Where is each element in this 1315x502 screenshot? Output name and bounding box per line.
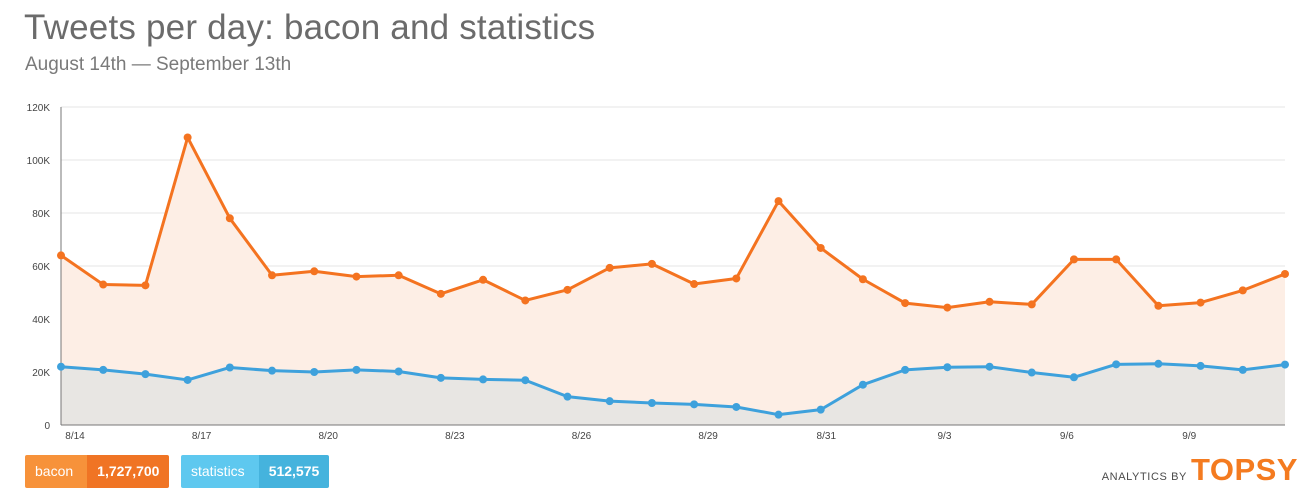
y-tick-label: 80K <box>32 209 50 220</box>
data-point-statistics <box>858 380 867 389</box>
data-point-statistics <box>943 363 952 372</box>
topsy-branding[interactable]: ANALYTICS BY TOPSY <box>1102 452 1298 488</box>
data-point-statistics <box>1196 361 1205 370</box>
data-point-statistics <box>268 366 277 375</box>
data-point-statistics <box>1154 359 1163 368</box>
legend-bacon[interactable]: bacon 1,727,700 <box>25 455 170 488</box>
x-tick-label: 8/17 <box>192 431 212 442</box>
data-point-bacon <box>563 285 572 294</box>
data-point-statistics <box>901 365 910 374</box>
data-point-bacon <box>352 272 361 281</box>
data-point-bacon <box>521 296 530 305</box>
y-tick-label: 60K <box>32 262 50 273</box>
x-tick-label: 8/23 <box>445 431 465 442</box>
data-point-bacon <box>141 281 150 290</box>
data-point-bacon <box>943 303 952 312</box>
data-point-bacon <box>183 133 192 142</box>
data-point-statistics <box>141 370 150 379</box>
data-point-statistics <box>183 375 192 384</box>
analytics-by-label: ANALYTICS BY <box>1101 471 1187 483</box>
x-tick-label: 9/6 <box>1060 431 1074 442</box>
data-point-statistics <box>1281 360 1289 369</box>
data-point-bacon <box>310 267 319 276</box>
data-point-statistics <box>1027 368 1036 377</box>
series-area-bacon <box>61 137 1285 425</box>
chart-title: Tweets per day: bacon and statistics <box>24 8 596 47</box>
data-point-statistics <box>521 376 530 385</box>
data-point-statistics <box>605 397 614 406</box>
tweets-line-chart: 0 20K 40K 60K 80K 100K 120K 8/14 8/17 8/20 8/23 8/2… <box>27 103 1289 442</box>
series-area-statistics <box>61 363 1285 425</box>
data-point-statistics <box>479 375 488 384</box>
data-point-statistics <box>310 368 319 376</box>
y-tick-label: 100K <box>27 156 51 167</box>
data-point-bacon <box>1238 286 1247 295</box>
data-point-bacon <box>901 299 910 308</box>
data-point-statistics <box>985 362 994 371</box>
data-point-bacon <box>268 271 277 280</box>
topsy-logo: TOPSY <box>1190 452 1298 487</box>
x-tick-label: 9/9 <box>1182 431 1196 442</box>
data-point-bacon <box>436 289 445 298</box>
data-point-bacon <box>774 197 783 206</box>
data-point-statistics <box>816 405 825 414</box>
data-point-statistics <box>732 402 741 411</box>
data-point-bacon <box>1112 255 1121 264</box>
data-point-bacon <box>605 263 614 272</box>
legend-statistics[interactable]: statistics 512,575 <box>181 455 330 488</box>
data-point-bacon <box>690 280 699 289</box>
data-point-bacon <box>732 274 741 283</box>
legend-bacon-label: bacon <box>25 455 88 488</box>
data-point-bacon <box>479 275 488 284</box>
data-point-statistics <box>436 373 445 382</box>
data-point-statistics <box>690 400 699 409</box>
data-point-statistics <box>1238 365 1247 374</box>
legend-statistics-total: 512,575 <box>258 455 330 488</box>
y-tick-label: 40K <box>32 315 50 326</box>
x-tick-label: 8/31 <box>817 431 837 442</box>
data-point-bacon <box>647 259 656 268</box>
data-point-bacon <box>816 243 825 252</box>
y-tick-label: 20K <box>32 368 50 379</box>
legend-statistics-label: statistics <box>181 455 259 488</box>
data-point-statistics <box>99 365 108 374</box>
data-point-bacon <box>225 214 234 223</box>
data-point-bacon <box>1069 255 1078 264</box>
data-point-bacon <box>985 297 994 306</box>
data-point-statistics <box>647 399 656 408</box>
x-tick-label: 9/3 <box>938 431 952 442</box>
chart-subtitle: August 14th — September 13th <box>25 54 292 75</box>
data-point-statistics <box>774 410 783 419</box>
data-point-bacon <box>1196 298 1205 307</box>
series-line-bacon <box>60 135 1286 310</box>
x-tick-label: 8/29 <box>698 431 718 442</box>
data-point-statistics <box>563 392 572 401</box>
legend-bacon-total: 1,727,700 <box>87 455 170 488</box>
y-tick-label: 0 <box>44 421 50 432</box>
data-point-bacon <box>57 251 65 260</box>
data-point-bacon <box>99 280 108 289</box>
data-point-bacon <box>858 275 867 284</box>
x-tick-label: 8/20 <box>319 431 339 442</box>
x-tick-label: 8/14 <box>65 431 85 442</box>
data-point-bacon <box>1027 300 1036 309</box>
y-tick-label: 120K <box>27 103 51 114</box>
x-tick-label: 8/26 <box>572 431 592 442</box>
data-point-bacon <box>1281 269 1289 278</box>
series-line-statistics <box>60 362 1286 417</box>
data-point-statistics <box>1112 360 1121 369</box>
data-point-statistics <box>57 362 65 371</box>
data-point-statistics <box>394 367 403 376</box>
data-point-bacon <box>394 271 403 280</box>
data-point-statistics <box>352 365 361 374</box>
data-point-statistics <box>225 363 234 372</box>
data-point-bacon <box>1154 301 1163 310</box>
data-point-statistics <box>1069 373 1078 382</box>
